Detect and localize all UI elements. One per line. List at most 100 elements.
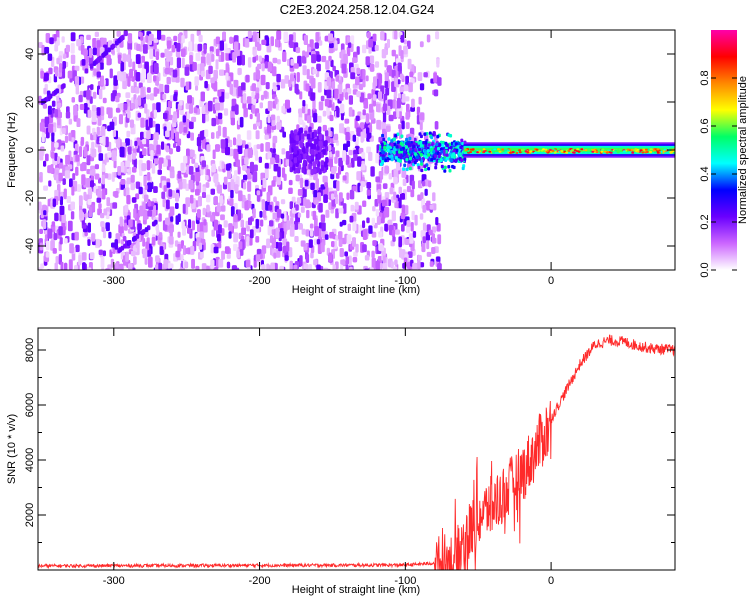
spectrogram-cell bbox=[435, 31, 440, 40]
spectrogram-cell bbox=[410, 189, 415, 198]
spectrogram-cell bbox=[101, 267, 105, 270]
spectrogram-cell bbox=[402, 153, 406, 157]
spectrogram-cell bbox=[43, 210, 47, 216]
spectrogram-cell bbox=[405, 122, 410, 129]
spectrogram-cell bbox=[86, 125, 91, 135]
spectrogram-cell bbox=[81, 252, 87, 261]
spectrogram-cell bbox=[398, 124, 402, 130]
spectrogram-cell bbox=[286, 241, 290, 252]
spectrogram-cell bbox=[178, 181, 183, 190]
spectrogram-cell bbox=[138, 186, 143, 195]
spectrogram-cell bbox=[292, 32, 296, 43]
spectrogram-cell bbox=[90, 175, 94, 181]
spectrogram-cell bbox=[426, 200, 431, 211]
spectrogram-cell bbox=[324, 140, 328, 147]
spectrogram-cell bbox=[383, 145, 387, 150]
spectrogram-cell bbox=[381, 133, 385, 138]
spectrogram-cell bbox=[256, 70, 261, 80]
spectrogram-cell bbox=[237, 139, 243, 146]
spectrogram-cell bbox=[296, 72, 300, 83]
spectrogram-cell bbox=[395, 150, 399, 155]
spectrogram-cell bbox=[382, 103, 388, 112]
spectrogram-cell bbox=[98, 203, 102, 209]
spectrogram-cell bbox=[393, 168, 399, 178]
spectrogram-cell bbox=[291, 164, 296, 171]
spectrogram-cell bbox=[140, 131, 145, 141]
spectrogram-cell bbox=[111, 242, 116, 248]
y-tick-label: 40 bbox=[24, 48, 36, 60]
spectrogram-cell bbox=[155, 255, 160, 262]
spectrogram-cell bbox=[146, 73, 152, 83]
spectrogram-cell bbox=[107, 152, 112, 158]
spectrogram-cell bbox=[120, 179, 126, 185]
spectrogram-cell bbox=[551, 149, 555, 152]
spectrogram-cell bbox=[238, 190, 243, 202]
spectrogram-cell bbox=[220, 51, 225, 62]
spectrogram-cell bbox=[128, 269, 132, 270]
spectrogram-cell bbox=[122, 53, 127, 63]
spectrogram-cell bbox=[586, 151, 590, 154]
spectrogram-cell bbox=[65, 269, 69, 270]
spectrogram-cell bbox=[452, 152, 456, 156]
spectrogram-cell bbox=[343, 143, 348, 153]
spectrogram-cell bbox=[276, 73, 281, 83]
spectrogram-cell bbox=[43, 160, 47, 167]
spectrogram-cell bbox=[105, 78, 109, 87]
spectrogram-cell bbox=[217, 89, 222, 97]
spectrogram-cell bbox=[74, 231, 79, 241]
spectrogram-cell bbox=[324, 161, 328, 168]
spectrogram-cell bbox=[239, 116, 244, 128]
spectrogram-cell bbox=[127, 146, 132, 155]
spectrogram-cell bbox=[164, 68, 170, 74]
spectrogram-cell bbox=[325, 209, 330, 218]
snr-panel: -300 -200 -100 0 2000 4000 6000 8000 Height of… bbox=[6, 327, 676, 596]
spectrogram-cell bbox=[80, 136, 85, 145]
spectrogram-cell bbox=[591, 150, 595, 153]
spectrogram-cell bbox=[260, 74, 266, 86]
spectrogram-cell bbox=[246, 267, 251, 270]
spectrogram-cell bbox=[102, 250, 106, 257]
spectrogram-cell bbox=[452, 165, 456, 170]
spectrogram-cell bbox=[427, 153, 430, 157]
spectrogram-cell bbox=[352, 237, 356, 247]
spectrogram-cell bbox=[114, 191, 119, 198]
spectrogram-cell bbox=[120, 60, 124, 72]
spectrogram-cell bbox=[132, 267, 136, 270]
spectrogram-cell bbox=[310, 78, 316, 89]
spectrogram-cell bbox=[388, 154, 392, 159]
spectrogram-cell bbox=[260, 219, 264, 227]
spectrogram-cell bbox=[225, 48, 230, 54]
spectrogram-cell bbox=[177, 243, 182, 252]
spectrogram-cell bbox=[308, 264, 312, 270]
spectrogram-cell bbox=[202, 138, 207, 149]
spectrogram-cell bbox=[401, 224, 405, 232]
spectrogram-cell bbox=[100, 213, 105, 219]
spectrogram-cell bbox=[196, 137, 202, 147]
spectrogram-cell bbox=[310, 252, 314, 259]
spectrogram-cell bbox=[93, 68, 97, 76]
spectrogram-cell bbox=[316, 63, 321, 72]
spectrogram-cell bbox=[242, 165, 247, 171]
spectrogram-cell bbox=[318, 202, 323, 213]
spectrogram-cell bbox=[86, 90, 91, 100]
spectrogram-cell bbox=[169, 95, 174, 103]
spectrogram-cell bbox=[260, 94, 264, 101]
spectrogram-cell bbox=[310, 169, 314, 175]
spectrogram-cell bbox=[356, 46, 360, 55]
spectrogram-cell bbox=[330, 173, 335, 180]
spectrogram-cell bbox=[371, 257, 376, 269]
spectrogram-cell bbox=[173, 269, 177, 270]
spectrogram-cell bbox=[194, 76, 199, 86]
spectrogram-cell bbox=[254, 150, 259, 161]
spectrogram-cell bbox=[404, 205, 409, 215]
spectrogram-cell bbox=[350, 35, 355, 46]
spectrogram-cell bbox=[212, 149, 216, 160]
spectrogram-cell bbox=[641, 151, 645, 154]
spectrogram-cell bbox=[198, 34, 203, 43]
spectrogram-cell bbox=[39, 228, 43, 234]
spectrogram-cell bbox=[562, 150, 566, 153]
spectrogram-cell bbox=[300, 206, 305, 213]
spectrogram-cell bbox=[365, 113, 370, 124]
spectrogram-cell bbox=[387, 137, 391, 141]
spectrogram-cell bbox=[344, 118, 350, 124]
